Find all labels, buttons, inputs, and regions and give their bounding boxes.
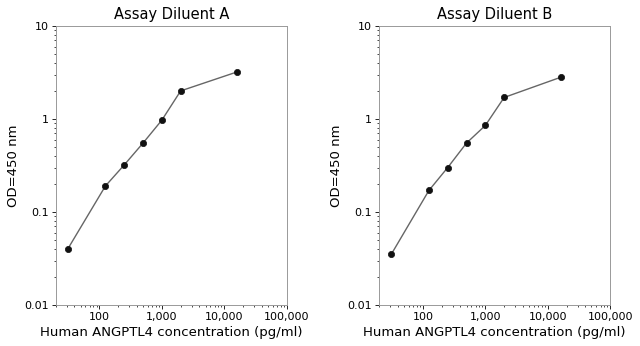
Title: Assay Diluent A: Assay Diluent A [113,7,229,22]
X-axis label: Human ANGPTL4 concentration (pg/ml): Human ANGPTL4 concentration (pg/ml) [364,326,626,339]
Y-axis label: OD=450 nm: OD=450 nm [7,124,20,207]
Y-axis label: OD=450 nm: OD=450 nm [330,124,344,207]
X-axis label: Human ANGPTL4 concentration (pg/ml): Human ANGPTL4 concentration (pg/ml) [40,326,303,339]
Title: Assay Diluent B: Assay Diluent B [437,7,552,22]
